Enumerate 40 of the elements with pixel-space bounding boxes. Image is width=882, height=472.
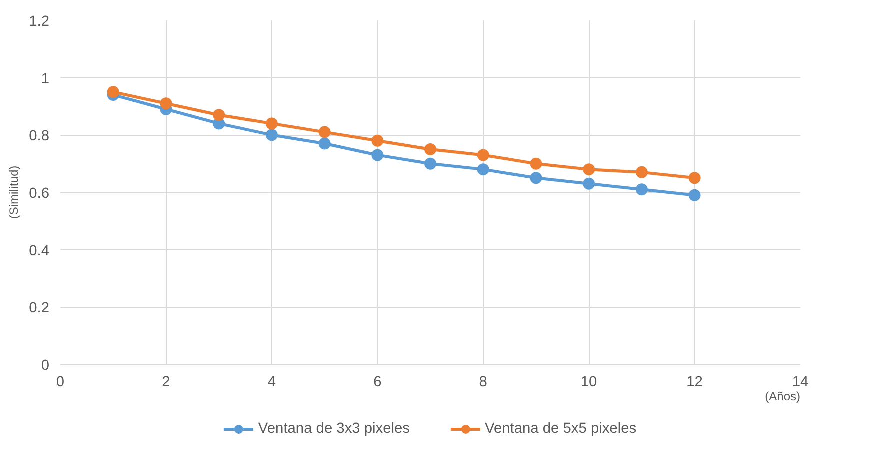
point — [583, 178, 596, 190]
point — [477, 164, 490, 176]
x-tick-label: 0 — [56, 374, 65, 390]
y-tick-label: 1 — [41, 71, 50, 88]
point — [636, 184, 648, 196]
point — [688, 189, 701, 202]
y-tick-label: 0.6 — [29, 186, 50, 202]
point — [160, 98, 172, 110]
point — [318, 126, 331, 138]
x-tick-label: 6 — [374, 374, 382, 390]
point — [266, 118, 278, 130]
y-tick-label: 0.4 — [29, 243, 50, 260]
point — [424, 144, 436, 156]
point — [688, 172, 701, 184]
y-axis-title: (Similitud) — [7, 166, 22, 220]
point — [636, 166, 648, 178]
x-tick-label: 4 — [268, 374, 276, 390]
point — [530, 172, 542, 184]
point — [266, 129, 278, 142]
point — [372, 134, 384, 147]
point — [318, 138, 331, 150]
point — [530, 158, 542, 170]
legend-label: Ventana de 5x5 pixeles — [485, 421, 637, 437]
point — [477, 149, 490, 162]
x-tick-label: 2 — [162, 374, 170, 390]
y-tick-label: 1.2 — [29, 14, 50, 30]
point — [372, 149, 384, 162]
legend-label: Ventana de 3x3 pixeles — [258, 421, 410, 437]
point — [424, 158, 436, 170]
x-tick-label: 14 — [792, 374, 809, 390]
x-tick-label: 10 — [580, 374, 598, 390]
x-tick-label: 12 — [686, 374, 703, 390]
y-tick-label: 0 — [41, 358, 50, 374]
point — [213, 109, 226, 122]
y-tick-label: 0.8 — [29, 128, 50, 145]
point — [107, 86, 120, 98]
y-tick-label: 0.2 — [29, 300, 50, 317]
x-axis-title: (Años) — [765, 390, 801, 404]
point — [583, 164, 596, 176]
x-tick-label: 8 — [479, 374, 488, 390]
